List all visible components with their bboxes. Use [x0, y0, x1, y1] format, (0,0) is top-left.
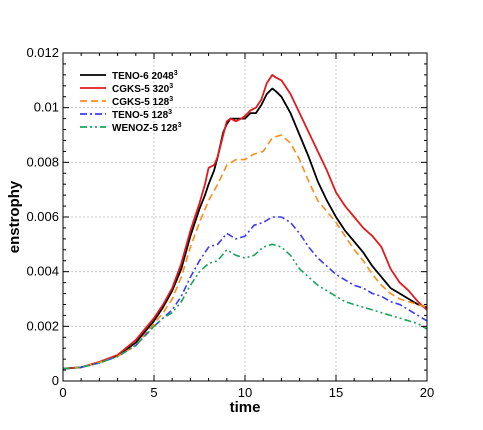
x-tick-label: 15 — [329, 385, 343, 400]
y-tick-label: 0.006 — [26, 209, 59, 224]
tick-labels: 0 5 10 15 20 0 0.002 0.004 0.006 0.008 0.01 0.012 — [26, 45, 434, 400]
y-tick-label: 0.002 — [26, 318, 59, 333]
series-line-3 — [62, 216, 428, 370]
series-line-1 — [62, 74, 428, 370]
y-tick-label: 0.008 — [26, 154, 59, 169]
grid — [63, 53, 427, 381]
y-tick-label: 0.012 — [26, 45, 59, 60]
legend-entry-4: WENOZ-5 1283 — [112, 122, 182, 134]
x-axis-label: time — [230, 399, 261, 416]
x-tick-label: 20 — [420, 385, 434, 400]
legend-entry-2: CGKS-5 1283 — [112, 96, 173, 108]
y-tick-label: 0.004 — [26, 264, 59, 279]
y-tick-label: 0 — [52, 373, 59, 388]
legend-entry-0: TENO-6 20483 — [112, 70, 178, 82]
x-tick-label: 10 — [238, 385, 252, 400]
x-tick-label: 0 — [59, 385, 66, 400]
series-line-0 — [62, 87, 428, 370]
x-tick-label: 5 — [150, 385, 157, 400]
y-axis-label: enstrophy — [6, 180, 23, 253]
y-tick-label: 0.01 — [34, 100, 59, 115]
series-lines — [62, 74, 428, 370]
legend-entry-3: TENO-5 1283 — [112, 109, 172, 121]
legend-entry-1: CGKS-5 3203 — [112, 83, 173, 95]
series-line-2 — [62, 134, 428, 370]
axis-ticks — [62, 52, 428, 382]
